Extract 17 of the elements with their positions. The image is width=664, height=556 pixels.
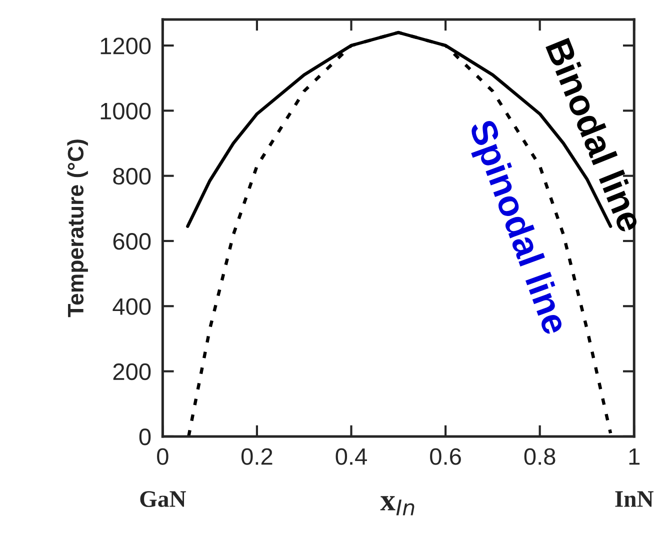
x-tick-label: 0.2	[241, 448, 272, 465]
y-tick-label: 0	[139, 428, 151, 446]
x-tick-label: 0.6	[430, 448, 461, 465]
y-tick-label: 600	[113, 233, 151, 250]
text: GaN	[140, 491, 186, 508]
y-tick-label: 800	[113, 168, 151, 185]
x-axis-title: x$_{In}$	[380, 496, 414, 516]
x-tick-label: 1	[629, 448, 640, 465]
y-tick-label: 1000	[100, 102, 151, 120]
y-tick-label: 200	[113, 363, 151, 380]
x-tick-label: 0	[157, 448, 168, 465]
x-tick-label: 0.4	[336, 448, 367, 465]
y-axis-title: Temperature (°C)	[67, 140, 88, 318]
text: InN	[615, 491, 654, 507]
y-tick-label: 1200	[100, 38, 151, 54]
y-tick-label: 400	[112, 298, 151, 315]
x-tick-label: 0.8	[524, 448, 556, 465]
